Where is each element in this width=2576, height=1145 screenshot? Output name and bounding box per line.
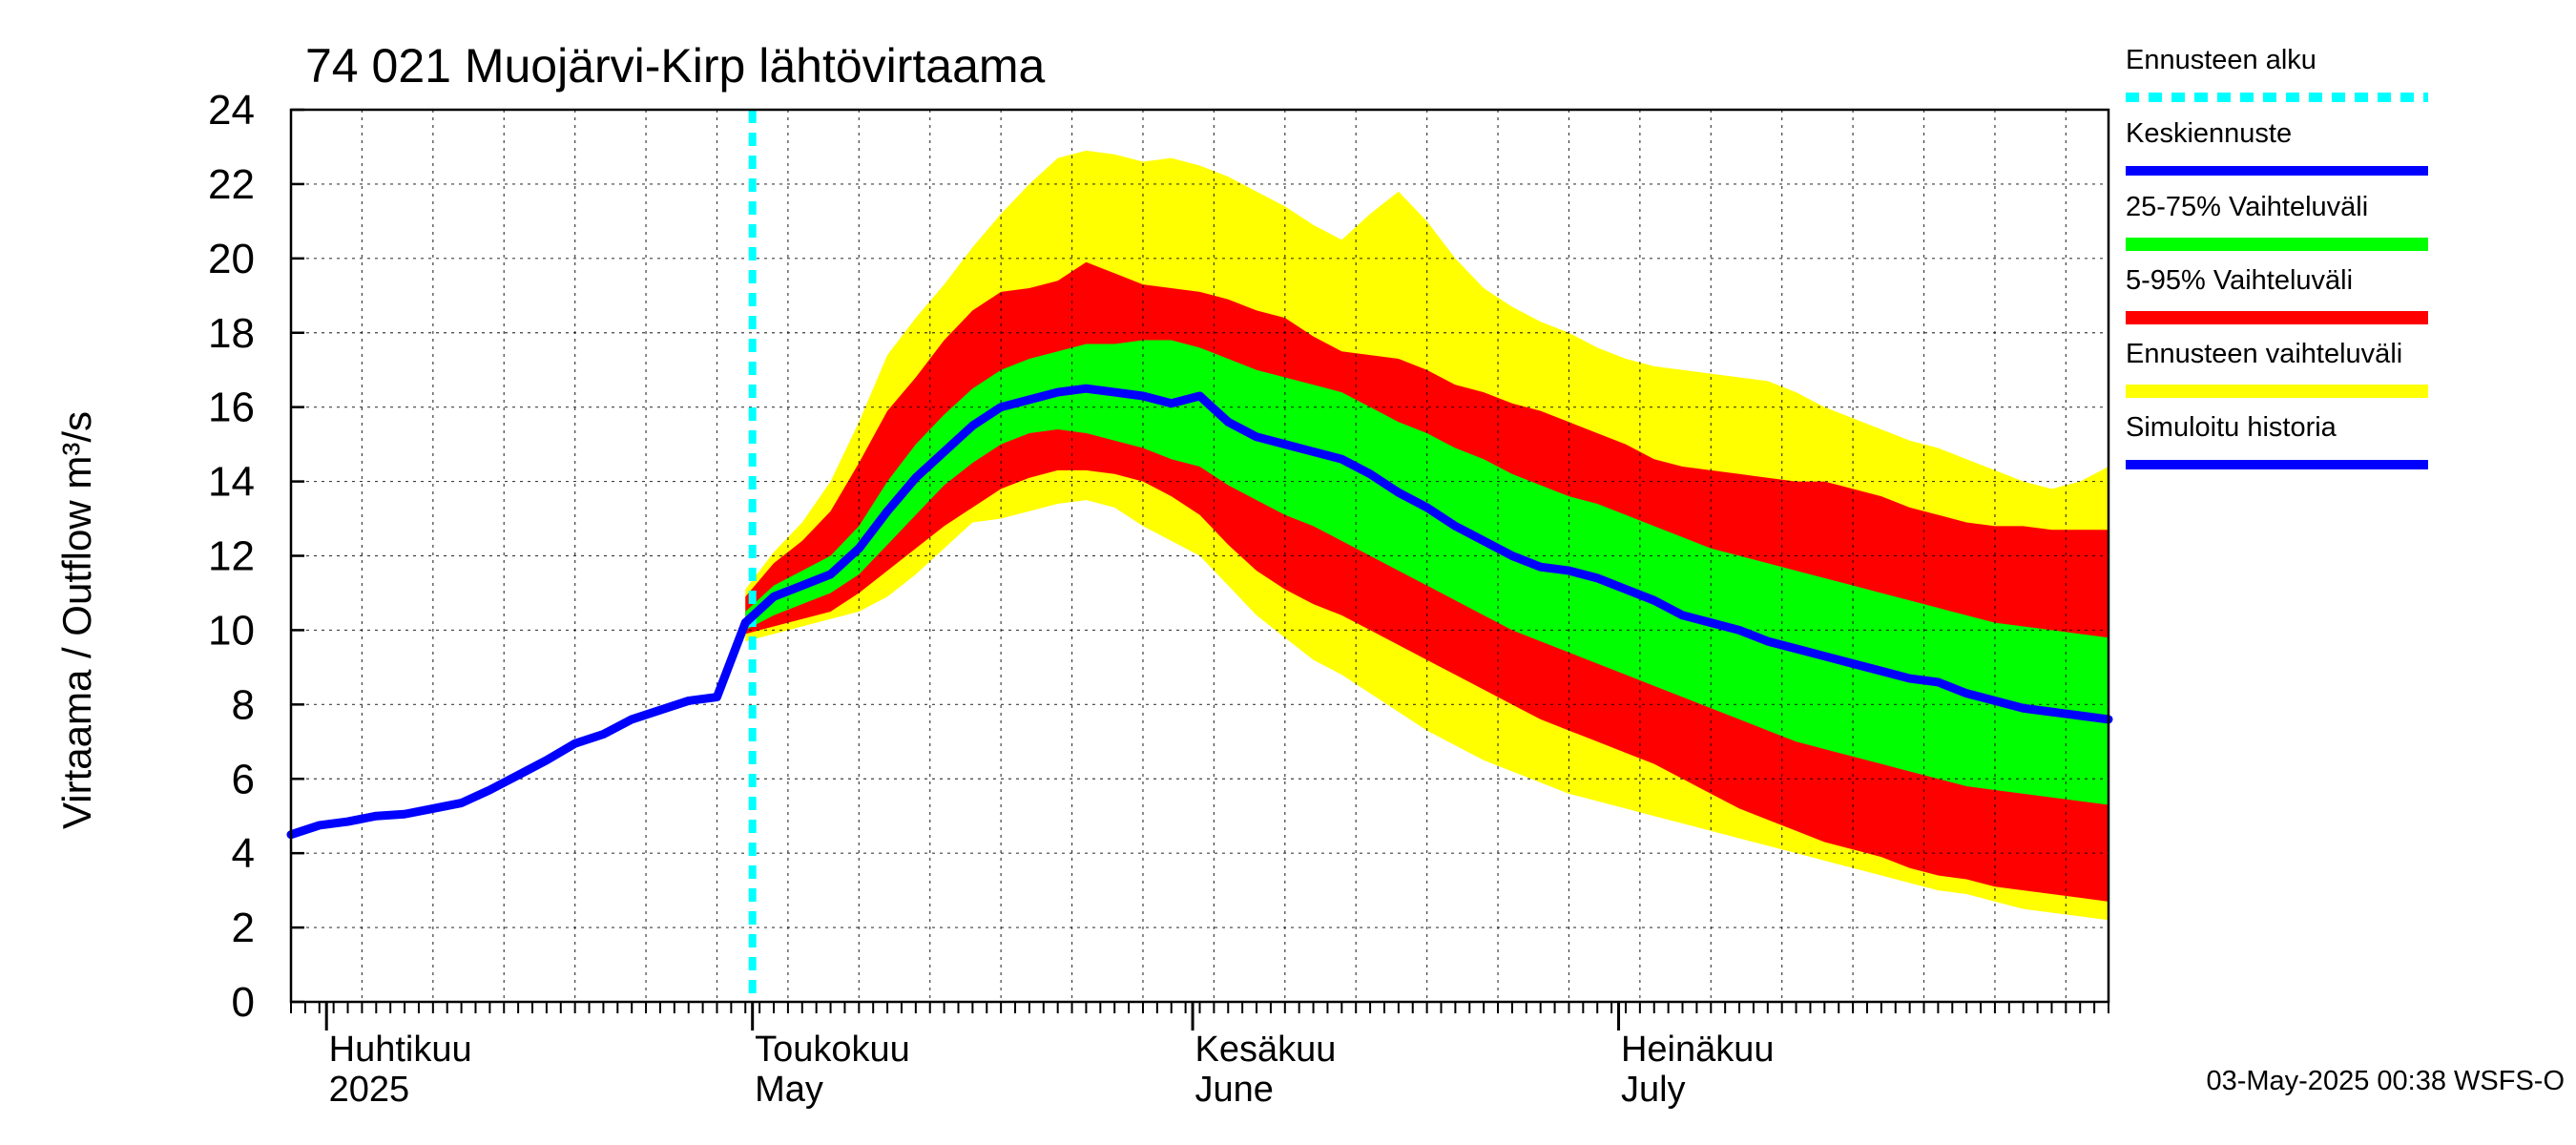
axes: 024681012141618202224Huhtikuu2025Toukoku…	[208, 87, 2110, 1110]
y-tick-label: 4	[232, 830, 255, 877]
y-tick-label: 18	[208, 310, 255, 357]
history-line	[286, 618, 750, 840]
y-tick-label: 2	[232, 905, 255, 951]
y-tick-label: 6	[232, 756, 255, 802]
y-tick-label: 0	[232, 979, 255, 1026]
y-tick-label: 8	[232, 681, 255, 728]
y-tick-label: 10	[208, 607, 255, 654]
month-label-fi: Kesäkuu	[1195, 1030, 1337, 1070]
y-tick-label: 14	[208, 459, 255, 506]
legend: Ennusteen alku Keskiennuste 25-75% Vaihtel…	[2126, 45, 2428, 469]
y-tick-label: 16	[208, 385, 255, 431]
forecast-bands	[745, 150, 2109, 921]
legend-label: 25-75% Vaihteluväli	[2126, 192, 2368, 222]
gridlines	[291, 110, 2109, 1002]
month-label-fi: Toukokuu	[755, 1030, 910, 1070]
y-tick-label: 24	[208, 87, 255, 134]
y-tick-label: 20	[208, 236, 255, 282]
legend-label: Simuloitu historia	[2126, 412, 2337, 443]
legend-label: Keskiennuste	[2126, 118, 2292, 149]
legend-label: Ennusteen alku	[2126, 45, 2316, 75]
month-label-en: May	[755, 1070, 823, 1110]
series-lines	[286, 110, 2113, 1002]
y-tick-label: 22	[208, 161, 255, 208]
band-25-75	[745, 340, 2109, 805]
legend-label: 5-95% Vaihteluväli	[2126, 265, 2353, 296]
y-axis-label: Virtaama / Outflow m³/s	[54, 411, 99, 829]
legend-label: Ennusteen vaihteluväli	[2126, 339, 2402, 369]
month-label-en: July	[1621, 1070, 1686, 1110]
y-tick-label: 12	[208, 533, 255, 580]
month-label-en: June	[1195, 1070, 1274, 1110]
month-label-fi: Huhtikuu	[329, 1030, 472, 1070]
chart-title: 74 021 Muojärvi-Kirp lähtövirtaama	[305, 39, 1046, 93]
timestamp-footer: 03-May-2025 00:38 WSFS-O	[2206, 1066, 2565, 1096]
median-forecast-line	[740, 384, 2113, 724]
month-label-en: 2025	[329, 1070, 410, 1110]
month-label-fi: Heinäkuu	[1621, 1030, 1775, 1070]
